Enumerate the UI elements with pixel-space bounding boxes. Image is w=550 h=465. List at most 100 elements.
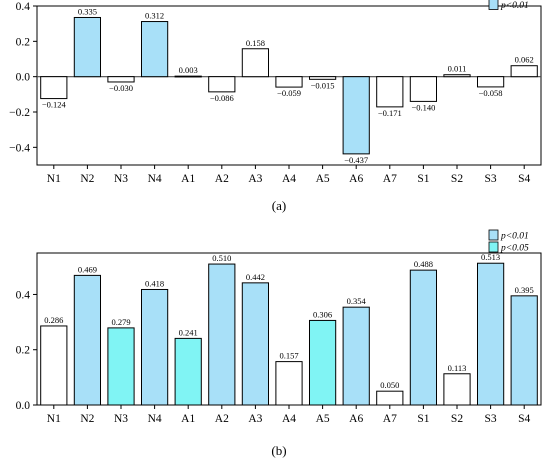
data-label-A5: 0.306 <box>313 309 332 319</box>
x-tick-label-A4: A4 <box>282 173 296 185</box>
bar-N1 <box>40 76 68 100</box>
bar-A3 <box>241 48 270 78</box>
bar-A3 <box>241 282 270 406</box>
data-label-A2: 0.510 <box>212 253 231 263</box>
chart-panel-b: 0.0 0.2 0.4 0.286 N1 0.469 N2 0.279 N3 0.418 N4 0.2… <box>16 229 542 458</box>
data-label-A4: −0.059 <box>277 88 301 98</box>
y-tick-label: 0.0 <box>16 400 31 412</box>
legend-swatch-p01 <box>488 0 499 10</box>
bar-N2 <box>73 16 102 78</box>
bar-A2 <box>208 76 236 93</box>
bar-A5 <box>308 76 337 80</box>
x-tick-label-S4: S4 <box>518 413 530 425</box>
data-label-S3: 0.513 <box>481 252 500 262</box>
data-label-A6: 0.354 <box>347 296 367 306</box>
data-label-A1: 0.241 <box>179 327 198 337</box>
data-label-S2: 0.113 <box>448 363 467 373</box>
bar-N4 <box>140 21 169 78</box>
x-tick-label-N2: N2 <box>80 173 94 185</box>
x-tick-label-A2: A2 <box>215 173 229 185</box>
data-label-N3: −0.030 <box>109 83 133 93</box>
data-label-A2: −0.086 <box>210 93 234 103</box>
x-tick-label-S3: S3 <box>485 173 497 185</box>
legend-label-p01: p<0.01 <box>500 1 529 11</box>
bar-S3 <box>476 262 505 406</box>
data-label-N2: 0.469 <box>78 264 97 274</box>
legend-swatch-p05 <box>488 241 499 253</box>
bar-A6 <box>342 306 370 406</box>
x-tick-label-N3: N3 <box>114 413 128 425</box>
x-tick-label-N2: N2 <box>80 413 94 425</box>
x-tick-label-A1: A1 <box>181 173 195 185</box>
bar-A1 <box>174 75 202 78</box>
x-tick-label-N3: N3 <box>114 173 128 185</box>
x-tick-label-A5: A5 <box>316 173 330 185</box>
y-tick-label: 0.0 <box>16 72 31 84</box>
x-tick-label-S3: S3 <box>485 413 497 425</box>
bar-S2 <box>443 74 471 78</box>
x-tick-label-A3: A3 <box>248 173 262 185</box>
y-tick-label: 0.4 <box>16 289 31 301</box>
x-tick-label-S2: S2 <box>451 173 463 185</box>
data-label-S2: 0.011 <box>448 64 467 74</box>
x-tick-label-S1: S1 <box>417 413 429 425</box>
data-label-A5: −0.015 <box>311 80 335 90</box>
x-tick-label-N4: N4 <box>148 413 162 425</box>
bar-N4 <box>140 288 169 406</box>
x-tick-label-A7: A7 <box>383 413 397 425</box>
y-tick-label: −0.2 <box>9 107 30 119</box>
x-tick-label-A7: A7 <box>383 173 397 185</box>
bar-A2 <box>208 263 236 406</box>
x-tick-label-A6: A6 <box>349 413 363 425</box>
data-label-A7: −0.171 <box>378 108 402 118</box>
bar-S4 <box>510 65 538 78</box>
bar-A6 <box>342 76 370 155</box>
bar-A4 <box>275 361 303 406</box>
y-tick-label: 0.4 <box>16 1 31 13</box>
legend-label-p01: p<0.01 <box>500 232 529 242</box>
data-label-S4: 0.062 <box>515 55 534 65</box>
x-tick-label-A6: A6 <box>349 173 363 185</box>
bar-S2 <box>443 373 471 406</box>
x-tick-label-A3: A3 <box>248 413 262 425</box>
x-tick-label-A2: A2 <box>215 413 229 425</box>
x-tick-label-N4: N4 <box>148 173 162 185</box>
data-label-S1: 0.488 <box>414 259 433 269</box>
data-label-A3: 0.158 <box>246 38 265 48</box>
bar-S1 <box>409 76 438 102</box>
data-label-A6: −0.437 <box>344 155 368 165</box>
x-tick-label-S1: S1 <box>417 173 429 185</box>
data-label-S1: −0.140 <box>411 102 435 112</box>
data-label-A7: 0.050 <box>380 380 399 390</box>
data-label-N1: 0.286 <box>44 315 63 325</box>
data-label-A3: 0.442 <box>246 272 265 282</box>
x-tick-label-S4: S4 <box>518 173 530 185</box>
legend-label-p05: p<0.05 <box>500 244 529 254</box>
x-tick-label-N1: N1 <box>47 413 61 425</box>
x-tick-label-S2: S2 <box>451 413 463 425</box>
panel-label: (b) <box>271 443 286 458</box>
bar-N3 <box>107 76 135 83</box>
y-tick-label: −0.4 <box>9 142 30 154</box>
legend-swatch-p01 <box>488 229 499 241</box>
x-tick-label-A5: A5 <box>316 413 330 425</box>
panel-label: (a) <box>272 198 286 213</box>
bar-N3 <box>107 327 135 406</box>
bar-A7 <box>376 76 404 108</box>
x-tick-label-A4: A4 <box>282 413 296 425</box>
x-tick-label-A1: A1 <box>181 413 195 425</box>
x-tick-label-N1: N1 <box>47 173 61 185</box>
data-label-S4: 0.395 <box>515 285 534 295</box>
bar-S4 <box>510 295 538 406</box>
y-tick-label: 0.2 <box>16 36 31 48</box>
bar-N2 <box>73 274 102 406</box>
data-label-S3: −0.058 <box>479 88 503 98</box>
bar-N1 <box>40 325 68 406</box>
data-label-A1: 0.003 <box>179 65 198 75</box>
data-label-N2: 0.335 <box>78 6 97 16</box>
bar-A7 <box>376 390 404 406</box>
bar-S3 <box>476 76 505 88</box>
data-label-N4: 0.312 <box>145 11 164 21</box>
chart-panel-a: −0.4 −0.2 0.0 0.2 0.4 −0.124 N1 0.335 N2 −0.030 N3… <box>9 0 542 213</box>
